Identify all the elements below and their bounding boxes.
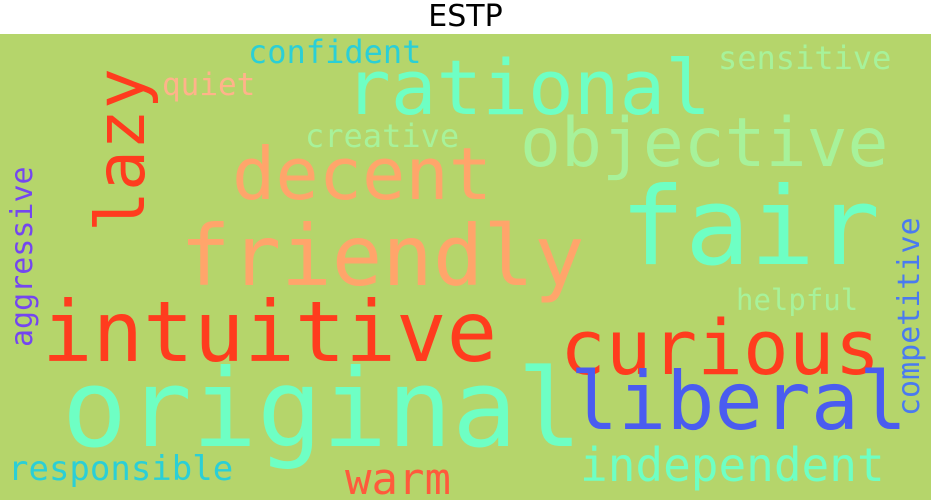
word-decent: decent xyxy=(232,132,493,216)
word-cloud: fair original intuitive friendly curious… xyxy=(0,34,931,500)
word-intuitive: intuitive xyxy=(42,283,498,381)
word-fair: fair xyxy=(620,165,881,290)
word-warm: warm xyxy=(345,454,451,500)
chart-title: ESTP xyxy=(428,0,503,34)
word-aggressive: aggressive xyxy=(5,166,40,347)
word-sensitive: sensitive xyxy=(718,39,892,77)
word-friendly: friendly xyxy=(180,207,585,305)
word-curious: curious xyxy=(560,303,881,392)
word-lazy: lazy xyxy=(82,68,161,232)
word-confident: confident xyxy=(248,34,422,71)
word-rational: rational xyxy=(345,43,712,132)
word-quiet: quiet xyxy=(162,67,256,103)
word-creative: creative xyxy=(305,117,460,155)
word-liberal: liberal xyxy=(570,355,908,448)
word-objective: objective xyxy=(520,104,889,183)
word-helpful: helpful xyxy=(736,283,859,317)
word-independent: independent xyxy=(580,438,885,492)
word-competitive: competitive xyxy=(892,217,927,416)
word-responsible: responsible xyxy=(8,449,234,489)
word-original: original xyxy=(62,347,583,472)
